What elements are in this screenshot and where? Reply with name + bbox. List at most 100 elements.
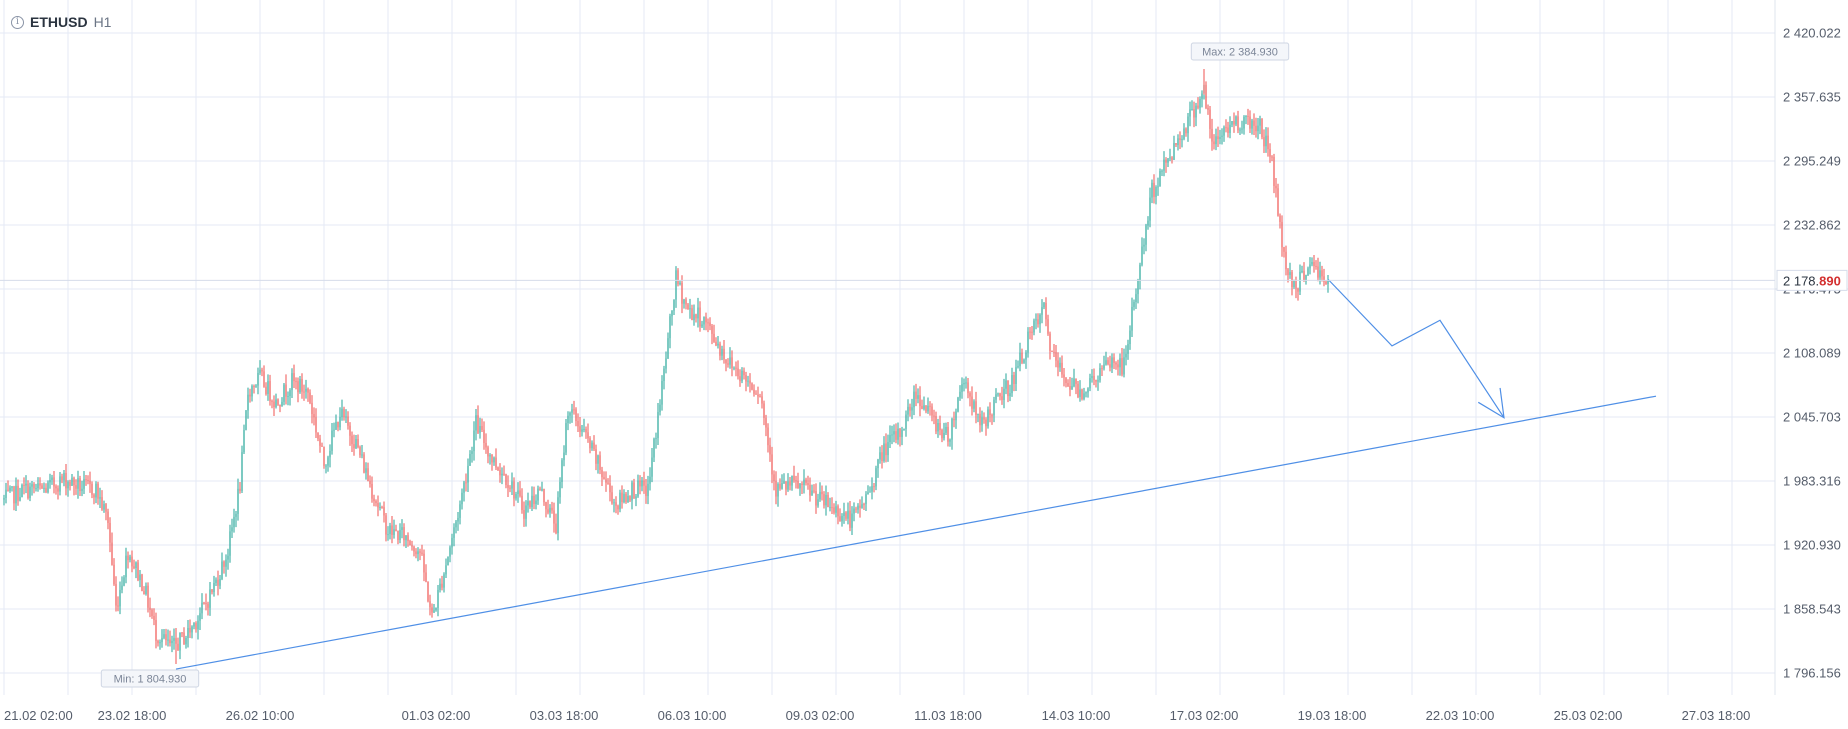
candle-body xyxy=(1017,366,1019,368)
candle-body xyxy=(1031,331,1033,333)
candle-body xyxy=(977,413,979,415)
candle-body xyxy=(65,472,67,489)
candle-body xyxy=(465,482,467,484)
candle-body xyxy=(711,325,713,334)
candle-body xyxy=(391,525,393,535)
info-circle-icon[interactable]: i xyxy=(11,15,24,29)
candle-body xyxy=(659,404,661,413)
candle-body xyxy=(805,479,807,484)
candle-body xyxy=(783,481,785,484)
candle-body xyxy=(1181,138,1183,141)
candle-body xyxy=(1009,393,1011,397)
candle-body xyxy=(129,556,131,561)
candle-body xyxy=(447,556,449,566)
candle-body xyxy=(33,484,35,489)
candle-body xyxy=(897,428,899,440)
y-tick-label: 2 045.703 xyxy=(1783,409,1841,424)
candle-body xyxy=(349,425,351,436)
candle-body xyxy=(727,363,729,365)
candle-body xyxy=(919,395,921,407)
candle-body xyxy=(419,551,421,553)
candle-body xyxy=(1093,375,1095,381)
candle-body xyxy=(821,491,823,495)
candle-body xyxy=(481,426,483,430)
candle-body xyxy=(9,487,11,491)
candle-body xyxy=(853,508,855,514)
symbol-label: ETHUSD xyxy=(30,14,88,30)
candle-body xyxy=(79,478,81,491)
candle-body xyxy=(815,491,817,506)
candle-body xyxy=(339,417,341,428)
candle-body xyxy=(963,382,965,385)
candle-body xyxy=(761,396,763,404)
candle-body xyxy=(1305,274,1307,282)
candle-body xyxy=(307,388,309,393)
y-tick-label: 1 983.316 xyxy=(1783,473,1841,488)
candle-body xyxy=(569,412,571,416)
candle-body xyxy=(701,324,703,327)
candle-body xyxy=(1123,357,1125,375)
candle-body xyxy=(657,412,659,439)
candle-body xyxy=(807,483,809,485)
candle-body xyxy=(217,579,219,586)
candle-body xyxy=(1233,121,1235,125)
candle-body xyxy=(1159,171,1161,187)
candle-body xyxy=(763,403,765,418)
candle-body xyxy=(587,432,589,439)
candle-body xyxy=(1069,386,1071,390)
candle-body xyxy=(1059,362,1061,368)
candle-body xyxy=(799,483,801,489)
candle-body xyxy=(1287,269,1289,276)
candle-body xyxy=(421,552,423,554)
candle-body xyxy=(737,368,739,377)
candle-body xyxy=(1041,307,1043,315)
candle-body xyxy=(243,429,245,453)
candle-body xyxy=(679,282,681,285)
candle-body xyxy=(787,481,789,490)
candle-body xyxy=(183,632,185,645)
candle-body xyxy=(581,429,583,432)
candle-body xyxy=(367,468,369,482)
x-tick-label: 01.03 02:00 xyxy=(402,708,471,723)
candle-body xyxy=(241,452,243,491)
candle-body xyxy=(871,486,873,492)
candle-body xyxy=(101,497,103,510)
candle-body xyxy=(267,381,269,394)
candle-body xyxy=(1039,314,1041,325)
candle-body xyxy=(473,430,475,452)
candle-body xyxy=(1257,125,1259,132)
candle-body xyxy=(1239,129,1241,131)
candle-body xyxy=(641,480,643,487)
y-tick-label: 2 232.862 xyxy=(1783,218,1841,233)
candle-body xyxy=(449,547,451,557)
candle-body xyxy=(983,417,985,420)
candle-body xyxy=(687,304,689,309)
candle-body xyxy=(541,488,543,491)
candle-body xyxy=(791,475,793,486)
candle-body xyxy=(1289,272,1291,276)
timeframe-label[interactable]: H1 xyxy=(93,14,112,30)
candle-body xyxy=(1035,319,1037,321)
candle-body xyxy=(797,480,799,489)
candle-body xyxy=(333,429,335,431)
candle-body xyxy=(1265,135,1267,147)
candle-body xyxy=(275,399,277,408)
candle-body xyxy=(1153,182,1155,197)
candle-body xyxy=(189,627,191,633)
y-tick-label: 1 796.156 xyxy=(1783,666,1841,681)
candle-body xyxy=(1229,124,1231,133)
candle-body xyxy=(487,447,489,457)
candle-body xyxy=(263,371,265,387)
candle-body xyxy=(635,496,637,499)
x-tick-label: 17.03 02:00 xyxy=(1170,708,1239,723)
candle-body xyxy=(289,390,291,396)
candle-body xyxy=(1033,320,1035,333)
x-tick-label: 26.02 10:00 xyxy=(226,708,295,723)
candle-body xyxy=(1077,383,1079,397)
candle-body xyxy=(249,394,251,397)
candle-body xyxy=(299,378,301,393)
x-tick-label: 25.03 02:00 xyxy=(1554,708,1623,723)
candle-body xyxy=(755,393,757,395)
